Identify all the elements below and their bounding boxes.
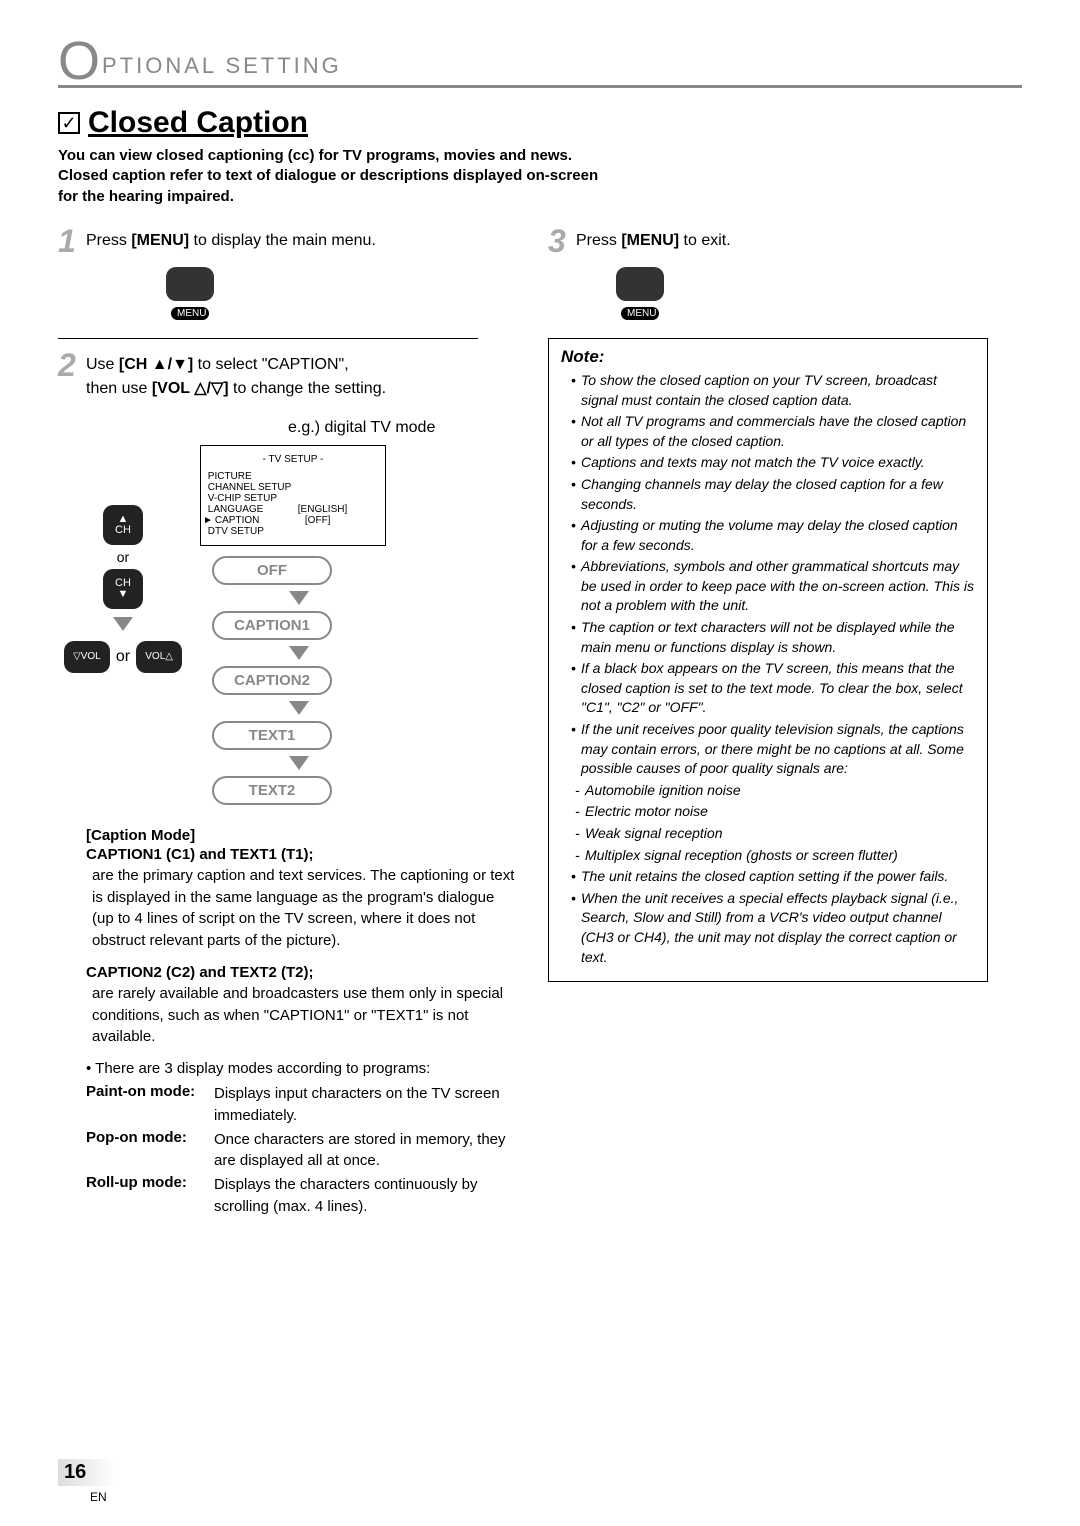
caption-mode-heading: [Caption Mode] [86,827,518,844]
note-item: To show the closed caption on your TV sc… [571,371,975,410]
text-fragment: to exit. [679,232,731,249]
c2-desc: are rarely available and broadcasters us… [92,983,518,1048]
modes-bullet: • There are 3 display modes according to… [86,1060,518,1077]
divider [58,338,478,339]
note-title: Note: [561,347,975,367]
text-fragment: Press [576,232,621,249]
menu-button-label: MENU [171,307,209,320]
note-item: Adjusting or muting the volume may delay… [571,516,975,555]
header-big-letter: O [58,40,100,83]
note-item: Changing channels may delay the closed c… [571,475,975,514]
mode-row: Roll-up mode:Displays the characters con… [86,1174,518,1218]
mode-row: Pop-on mode:Once characters are stored i… [86,1129,518,1173]
note-item: If the unit receives poor quality televi… [571,720,975,779]
vol-bold: [VOL △/▽] [152,380,229,397]
arrow-down-icon [289,756,309,770]
text-fragment: to change the setting. [229,380,386,397]
remote-buttons: ▲CH or CH▼ ▽VOL or VOL△ [58,505,188,673]
vol-up-button-icon: VOL△ [136,641,182,673]
step-2-text: Use [CH ▲/▼] to select "CAPTION", then u… [86,353,518,401]
tvsetup-and-options: - TV SETUP - PICTURE CHANNEL SETUP V-CHI… [188,445,386,805]
caption-mode-section: [Caption Mode] CAPTION1 (C1) and TEXT1 (… [58,827,518,1048]
arrow-down-icon [289,646,309,660]
ch-down-button-icon: CH▼ [103,569,143,609]
text-fragment: to select "CAPTION", [193,356,348,373]
menu-bold: [MENU] [621,232,679,249]
or-label: or [117,549,129,565]
step-number: 1 [58,223,76,260]
c1-title: CAPTION1 (C1) and TEXT1 (T1); [86,846,518,863]
note-box: Note: To show the closed caption on your… [548,338,988,982]
page-number: 16 [58,1459,116,1486]
note-item: Captions and texts may not match the TV … [571,453,975,473]
section-title-row: ✓ Closed Caption [58,106,1022,140]
caption-option: CAPTION1 [212,611,332,640]
example-label: e.g.) digital TV mode [288,419,518,437]
note-subitem: Weak signal reception [575,824,975,844]
header-text: PTIONAL SETTING [102,53,342,83]
vol-down-button-icon: ▽VOL [64,641,110,673]
caption-option: CAPTION2 [212,666,332,695]
step-1-text: Press [MENU] to display the main menu. [86,232,376,249]
text-fragment: then use [86,380,152,397]
or-label: or [116,648,130,666]
caption-option: TEXT2 [212,776,332,805]
tvsetup-row: CHANNEL SETUP [211,482,375,493]
left-column: 1 Press [MENU] to display the main menu.… [58,229,518,1220]
tvsetup-row: PICTURE [211,471,375,482]
step-number: 2 [58,347,76,384]
step-1: 1 Press [MENU] to display the main menu.… [58,229,518,320]
tvsetup-row: DTV SETUP [211,526,375,537]
step-number: 3 [548,223,566,260]
note-item: Abbreviations, symbols and other grammat… [571,557,975,616]
c1-desc: are the primary caption and text service… [92,865,518,952]
ch-bold: [CH ▲/▼] [119,356,193,373]
page-header: O PTIONAL SETTING [58,40,1022,88]
note-subitem: Automobile ignition noise [575,781,975,801]
tv-setup-box: - TV SETUP - PICTURE CHANNEL SETUP V-CHI… [200,445,386,546]
mode-row: Paint-on mode:Displays input characters … [86,1083,518,1127]
arrow-down-icon [289,591,309,605]
text-fragment: Use [86,356,119,373]
note-subitem: Multiplex signal reception (ghosts or sc… [575,846,975,866]
menu-button-label: MENU [621,307,659,320]
right-column: 3 Press [MENU] to exit. MENU Note: To sh… [548,229,988,1220]
caption-options: OFF CAPTION1 CAPTION2 TEXT1 TEXT2 [212,556,386,805]
note-subitem: Electric motor noise [575,802,975,822]
note-sublist: Automobile ignition noise Electric motor… [571,781,975,865]
language-label: EN [90,1490,107,1504]
note-item: When the unit receives a special effects… [571,889,975,967]
tv-setup-title: - TV SETUP - [211,454,375,465]
step-2: 2 Use [CH ▲/▼] to select "CAPTION", then… [58,353,518,401]
menu-button-icon [616,267,664,301]
menu-bold: [MENU] [131,232,189,249]
text-fragment: Press [86,232,131,249]
tvsetup-row: LANGUAGE[ENGLISH] [211,504,375,515]
modes-table: Paint-on mode:Displays input characters … [86,1083,518,1218]
tvsetup-row: ►CAPTION[OFF] [211,515,375,526]
arrow-down-icon [113,617,133,631]
note-list: To show the closed caption on your TV sc… [561,371,975,967]
menu-button-icon [166,267,214,301]
note-item: The caption or text characters will not … [571,618,975,657]
tvsetup-row: V-CHIP SETUP [211,493,375,504]
section-title: Closed Caption [88,106,308,140]
note-item: Not all TV programs and commercials have… [571,412,975,451]
note-item: The unit retains the closed caption sett… [571,867,975,887]
text-fragment: to display the main menu. [189,232,376,249]
checkbox-icon: ✓ [58,112,80,134]
step-3-text: Press [MENU] to exit. [576,232,731,249]
c2-title: CAPTION2 (C2) and TEXT2 (T2); [86,964,518,981]
ch-up-button-icon: ▲CH [103,505,143,545]
arrow-down-icon [289,701,309,715]
vol-buttons-row: ▽VOL or VOL△ [64,641,182,673]
caption-option: TEXT1 [212,721,332,750]
step-3: 3 Press [MENU] to exit. MENU [548,229,988,320]
note-item: If a black box appears on the TV screen,… [571,659,975,718]
remote-and-setup: ▲CH or CH▼ ▽VOL or VOL△ - TV SETUP - PIC… [58,445,518,805]
intro-text: You can view closed captioning (cc) for … [58,146,618,207]
caption-option: OFF [212,556,332,585]
